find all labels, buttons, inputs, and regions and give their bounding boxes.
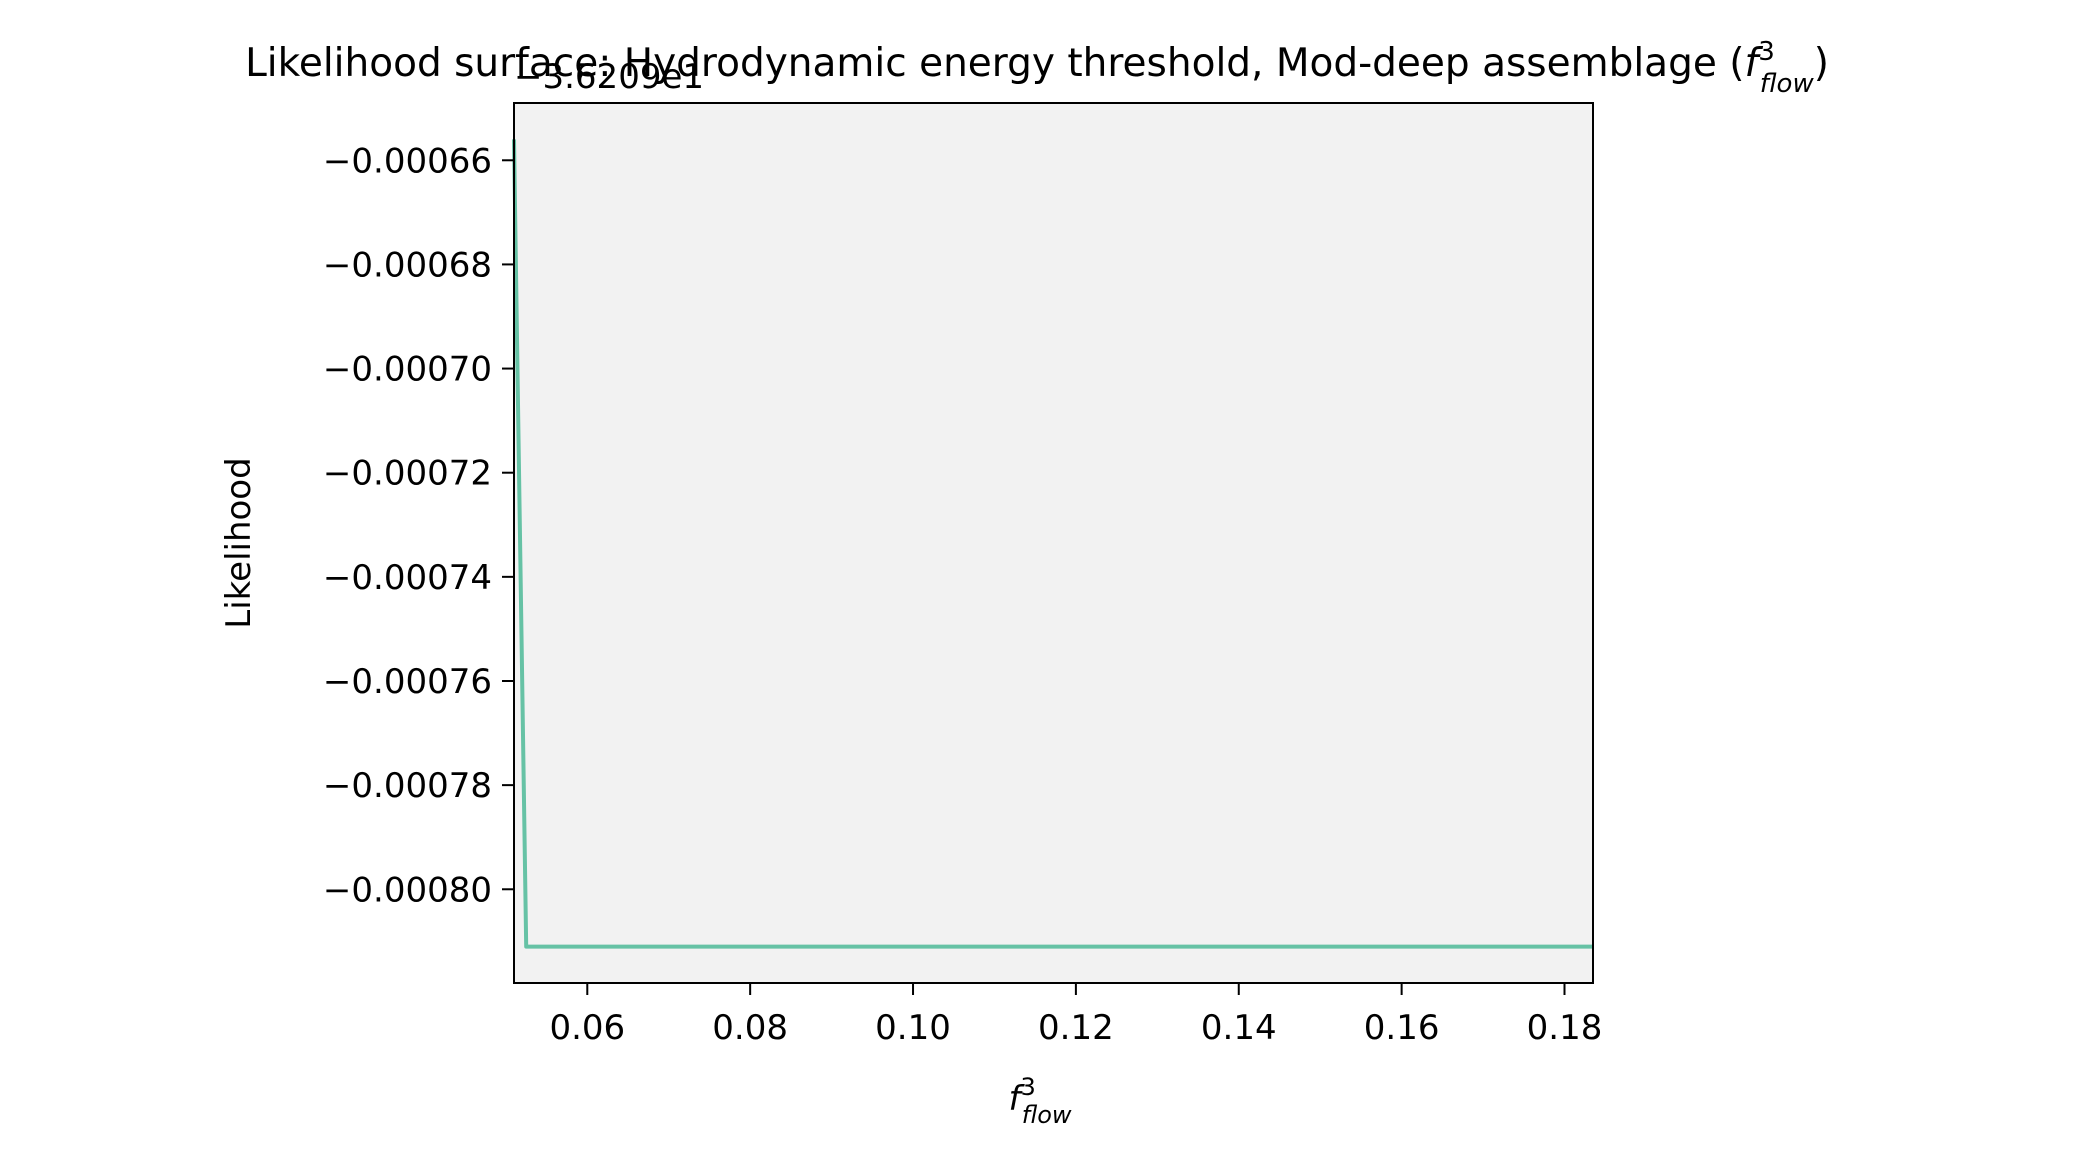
y-tick-label: −0.00070: [323, 350, 492, 390]
y-tick-label: −0.00068: [323, 245, 492, 285]
y-tick-label: −0.00066: [323, 141, 492, 181]
y-tick-label: −0.00074: [323, 558, 492, 598]
y-tick-label: −0.00072: [323, 454, 492, 494]
x-axis-ticks: 0.06 0.08 0.10 0.12 0.14 0.16 0.18: [549, 983, 1602, 1048]
likelihood-series-line: [512, 139, 1593, 949]
x-tick-label: 0.06: [549, 1008, 625, 1048]
x-axis-label-sup: 3: [1020, 1073, 1035, 1101]
x-tick-label: 0.08: [712, 1008, 788, 1048]
x-tick-label: 0.16: [1364, 1008, 1440, 1048]
y-axis-ticks: −0.00066 −0.00068 −0.00070 −0.00072 −0.00074…: [323, 141, 514, 910]
chart-title: Likelihood surface: Hydrodynamic energy …: [245, 37, 1829, 99]
y-tick-label: −0.00078: [323, 766, 492, 806]
x-axis-label-sub: flow: [1022, 1101, 1072, 1129]
y-tick-label: −0.00076: [323, 662, 492, 702]
y-axis-offset-text: −3.6209e1: [514, 57, 704, 97]
chart-title-symbol-sup: 3: [1758, 37, 1775, 67]
plot-area: [514, 103, 1593, 983]
plot-frame: [513, 102, 1594, 984]
chart-title-close: ): [1814, 41, 1829, 86]
x-tick-label: 0.10: [875, 1008, 951, 1048]
y-tick-label: −0.00080: [323, 870, 492, 910]
chart-title-symbol-sub: flow: [1760, 69, 1815, 99]
y-axis-label: Likelihood: [219, 457, 259, 628]
chart-title-main: Likelihood surface: Hydrodynamic energy …: [245, 41, 1744, 86]
x-axis-label: f3 flow: [1008, 1073, 1071, 1129]
x-tick-label: 0.12: [1038, 1008, 1114, 1048]
x-tick-label: 0.18: [1527, 1008, 1603, 1048]
x-tick-label: 0.14: [1201, 1008, 1277, 1048]
